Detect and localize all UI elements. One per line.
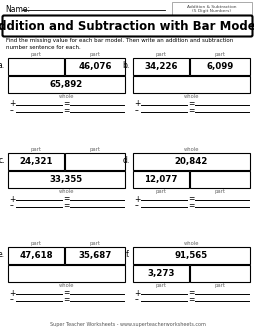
Text: Name:: Name:: [5, 5, 30, 14]
Text: part: part: [89, 147, 100, 152]
Bar: [65, 58, 124, 75]
Text: whole: whole: [183, 147, 198, 152]
Text: =: =: [63, 194, 69, 204]
Text: 91,565: 91,565: [174, 251, 207, 260]
Text: –: –: [10, 202, 14, 211]
Text: part: part: [30, 147, 41, 152]
Text: 12,077: 12,077: [144, 175, 177, 184]
Text: part: part: [89, 52, 100, 57]
Text: 47,618: 47,618: [19, 251, 53, 260]
Text: whole: whole: [58, 94, 74, 99]
Text: e.: e.: [0, 250, 5, 259]
Text: 34,226: 34,226: [144, 62, 177, 71]
Text: =: =: [63, 107, 69, 116]
Text: =: =: [187, 107, 194, 116]
Text: whole: whole: [183, 94, 198, 99]
Text: f.: f.: [125, 250, 130, 259]
Text: Addition & Subtraction
(5 Digit Numbers): Addition & Subtraction (5 Digit Numbers): [186, 5, 236, 14]
Bar: [8, 76, 124, 93]
Bar: [65, 247, 124, 264]
Text: 46,076: 46,076: [78, 62, 112, 71]
Text: part: part: [214, 189, 225, 194]
Text: =: =: [187, 100, 194, 109]
Bar: [133, 76, 249, 93]
Text: =: =: [63, 100, 69, 109]
Bar: [189, 265, 249, 282]
Bar: [8, 247, 64, 264]
Bar: [8, 153, 64, 170]
Bar: [171, 2, 251, 16]
Text: Super Teacher Worksheets - www.superteacherworksheets.com: Super Teacher Worksheets - www.superteac…: [49, 322, 205, 327]
Text: =: =: [63, 288, 69, 298]
Bar: [8, 265, 124, 282]
Bar: [133, 247, 249, 264]
Text: part: part: [155, 189, 166, 194]
Text: =: =: [63, 295, 69, 305]
Text: +: +: [9, 100, 15, 109]
Text: 65,892: 65,892: [50, 80, 83, 89]
Text: +: +: [133, 100, 140, 109]
Bar: [65, 153, 124, 170]
Text: 20,842: 20,842: [174, 157, 207, 166]
Text: 24,321: 24,321: [19, 157, 53, 166]
Text: +: +: [133, 288, 140, 298]
Text: –: –: [135, 295, 138, 305]
Text: –: –: [135, 202, 138, 211]
Text: part: part: [155, 283, 166, 288]
Text: a.: a.: [0, 61, 5, 70]
Text: =: =: [187, 202, 194, 211]
Text: +: +: [133, 194, 140, 204]
Bar: [133, 58, 188, 75]
Text: =: =: [63, 202, 69, 211]
Text: –: –: [10, 107, 14, 116]
Text: =: =: [187, 194, 194, 204]
Text: 35,687: 35,687: [78, 251, 111, 260]
Text: 33,355: 33,355: [50, 175, 83, 184]
Text: Addition and Subtraction with Bar Models: Addition and Subtraction with Bar Models: [0, 19, 254, 32]
Text: whole: whole: [58, 283, 74, 288]
Text: 6,099: 6,099: [206, 62, 233, 71]
Bar: [8, 58, 64, 75]
Bar: [189, 58, 249, 75]
Text: +: +: [9, 288, 15, 298]
Text: part: part: [214, 283, 225, 288]
Text: part: part: [155, 52, 166, 57]
Text: =: =: [187, 288, 194, 298]
Text: b.: b.: [122, 61, 130, 70]
Text: c.: c.: [0, 156, 5, 165]
Text: =: =: [187, 295, 194, 305]
Text: +: +: [9, 194, 15, 204]
Text: part: part: [30, 52, 41, 57]
Text: –: –: [10, 295, 14, 305]
Text: 3,273: 3,273: [147, 269, 174, 278]
Bar: [8, 171, 124, 188]
Bar: [133, 265, 188, 282]
FancyBboxPatch shape: [3, 16, 251, 37]
Text: part: part: [214, 52, 225, 57]
Text: whole: whole: [183, 241, 198, 246]
Text: part: part: [89, 241, 100, 246]
Text: whole: whole: [58, 189, 74, 194]
Text: Find the missing value for each bar model. Then write an addition and subtractio: Find the missing value for each bar mode…: [6, 38, 232, 50]
Text: –: –: [135, 107, 138, 116]
Bar: [133, 153, 249, 170]
Bar: [133, 171, 188, 188]
Text: part: part: [30, 241, 41, 246]
Text: d.: d.: [122, 156, 130, 165]
Bar: [189, 171, 249, 188]
